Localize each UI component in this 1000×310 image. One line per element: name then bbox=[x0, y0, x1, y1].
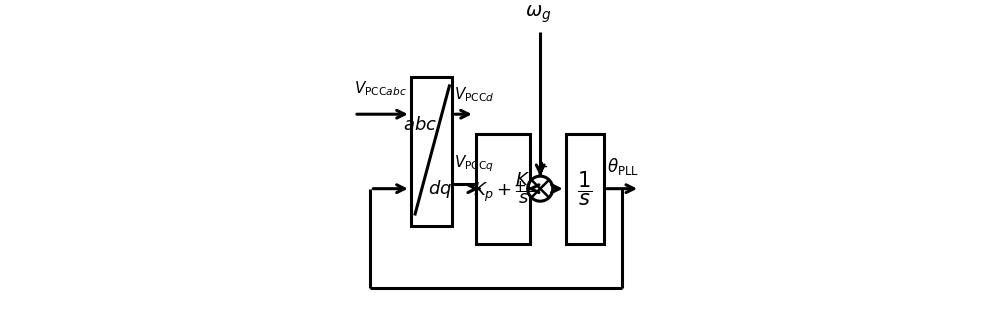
Text: $+$: $+$ bbox=[513, 180, 526, 194]
Text: $V_{\mathrm{PCC}q}$: $V_{\mathrm{PCC}q}$ bbox=[454, 153, 494, 174]
Text: $\theta_{\mathrm{PLL}}$: $\theta_{\mathrm{PLL}}$ bbox=[607, 156, 639, 177]
Bar bbox=[566, 134, 604, 244]
Bar bbox=[411, 77, 452, 226]
Text: $K_p+\dfrac{K_i}{s}$: $K_p+\dfrac{K_i}{s}$ bbox=[473, 171, 533, 206]
Text: $+$: $+$ bbox=[535, 161, 548, 175]
Text: $V_{\mathrm{PCC}d}$: $V_{\mathrm{PCC}d}$ bbox=[454, 85, 494, 104]
Bar bbox=[476, 134, 530, 244]
Text: $dq$: $dq$ bbox=[428, 178, 453, 200]
Circle shape bbox=[528, 176, 553, 201]
Text: $V_{\mathrm{PCC}abc}$: $V_{\mathrm{PCC}abc}$ bbox=[354, 79, 407, 98]
Text: $\dfrac{1}{s}$: $\dfrac{1}{s}$ bbox=[577, 170, 593, 208]
Text: $\omega_g$: $\omega_g$ bbox=[525, 3, 552, 25]
Text: $abc$: $abc$ bbox=[403, 116, 437, 134]
